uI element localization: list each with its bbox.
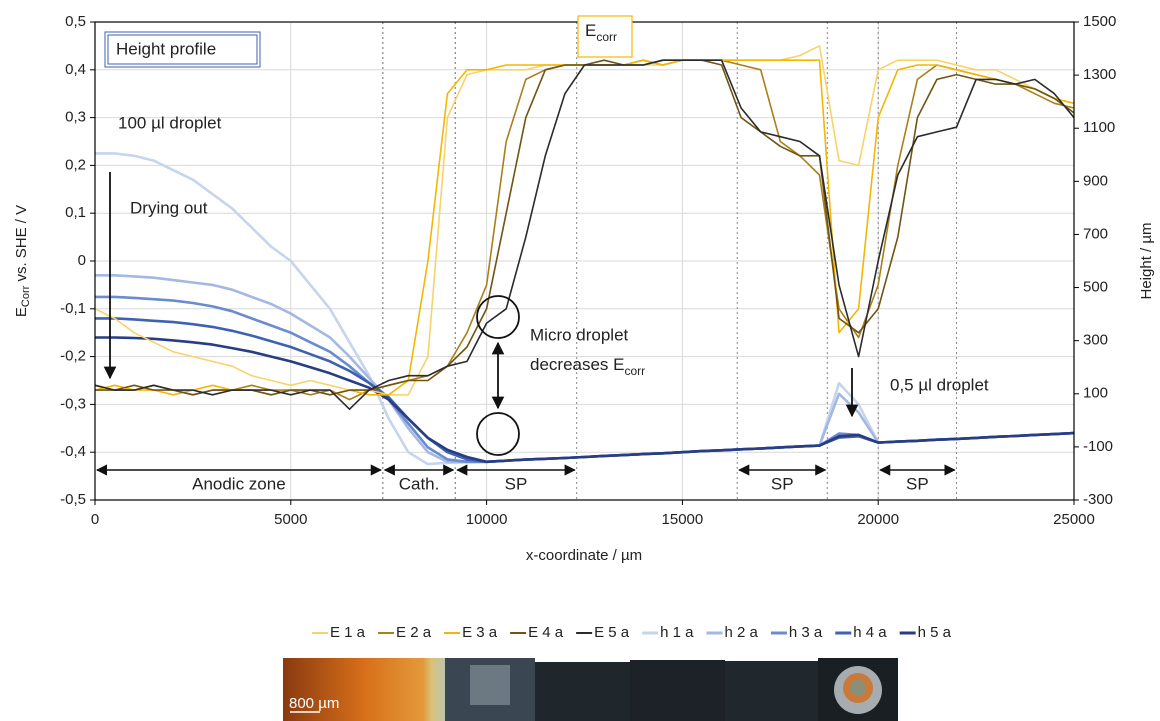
y2-tick-label: 1300 (1083, 66, 1116, 83)
ecorr-line (95, 59, 1075, 396)
legend-label: h 1 a (660, 624, 694, 641)
y2-axis-title: Height / µm (1138, 223, 1155, 300)
scale-bar-label: 800 µm (289, 695, 339, 712)
y-tick-label: 0,1 (65, 204, 86, 221)
y-title-sub: Corr (20, 285, 32, 307)
legend-label: E 5 a (594, 624, 630, 641)
height-line (95, 336, 1075, 464)
zone-label: SP (771, 474, 794, 493)
ecorr-line (94, 59, 1075, 396)
micrograph-strip: 800 µm (283, 658, 898, 721)
ecorr-line (94, 59, 1075, 410)
annotation: decreases Ecorr (530, 355, 645, 378)
legend-label: h 4 a (853, 624, 887, 641)
y-tick-label: 0,2 (65, 156, 86, 173)
x-tick-label: 5000 (274, 511, 307, 528)
x-tick-label: 0 (91, 511, 99, 528)
ann-main: E (585, 21, 596, 40)
y-title-rest: vs. SHE / V (13, 205, 30, 286)
y2-tick-label: 1500 (1083, 13, 1116, 30)
y-tick-label: 0 (78, 252, 86, 269)
y-tick-label: -0,4 (60, 443, 86, 460)
zones: Anodic zone Cath. SP SP SP (95, 22, 958, 500)
y2-tick-label: -300 (1083, 491, 1113, 508)
annotation-box (577, 15, 633, 58)
annotation: Ecorr (585, 21, 617, 44)
annotation: Drying out (130, 198, 208, 217)
legend-label: E 2 a (396, 624, 432, 641)
y-tick-label: -0,3 (60, 395, 86, 412)
legend: E 1 a E 2 a E 3 a E 4 a E 5 a h 1 a h 2 a h 3 a… (312, 624, 952, 641)
photo-segment (283, 658, 448, 721)
annotation: 100 µl droplet (118, 113, 222, 132)
x-tick-label: 20000 (857, 511, 899, 528)
x-tick-label: 15000 (662, 511, 704, 528)
y2-tick-label: 500 (1083, 279, 1108, 296)
grid (94, 21, 1075, 501)
legend-label: h 5 a (918, 624, 952, 641)
photo-texture (850, 680, 866, 696)
annotation: Micro droplet (530, 325, 629, 344)
zone-label: Anodic zone (192, 474, 286, 493)
x-tick-label: 25000 (1053, 511, 1095, 528)
ann-sub: corr (625, 364, 646, 378)
lines (94, 45, 1075, 466)
y2-tick-label: 1100 (1083, 119, 1115, 136)
y-tick-label: -0,2 (60, 348, 86, 365)
highlight-circle (476, 295, 520, 339)
y-tick-label: -0,1 (60, 300, 86, 317)
highlight-circle (476, 412, 520, 456)
x-tick-label: 10000 (466, 511, 508, 528)
y-tick-label: 0,4 (65, 61, 86, 78)
y-tick-label: 0,3 (65, 109, 86, 126)
y2-tick-label: 100 (1083, 385, 1108, 402)
annotation-box-inner (107, 34, 258, 65)
zone-label: Cath. (399, 474, 440, 493)
y-title-main: E (13, 307, 30, 317)
photo-segment (630, 660, 725, 721)
y-tick-label: 0,5 (65, 13, 86, 30)
zone-label: SP (906, 474, 929, 493)
y-tick-label: -0,5 (60, 491, 86, 508)
y2-tick-label: 900 (1083, 172, 1108, 189)
legend-label: h 2 a (725, 624, 759, 641)
y2-tick-label: 300 (1083, 332, 1108, 349)
ann-main: decreases E (530, 355, 625, 374)
axes: 0,5 0,4 0,3 0,2 0,1 0 -0,1 -0,2 -0,3 -0,4 -0,5 1500… (60, 13, 1116, 528)
legend-label: E 1 a (330, 624, 366, 641)
photo-segment (535, 662, 630, 721)
y2-tick-label: -100 (1083, 438, 1113, 455)
y2-tick-label: 700 (1083, 225, 1108, 242)
ann-sub: corr (596, 30, 617, 44)
photo-texture (470, 665, 510, 705)
photo-segment (725, 661, 820, 721)
y-axis-title: ECorr vs. SHE / V (13, 205, 32, 317)
legend-label: E 4 a (528, 624, 564, 641)
annotation: Height profile (116, 39, 216, 58)
x-axis-title: x-coordinate / µm (526, 547, 642, 564)
zone-label: SP (505, 474, 528, 493)
legend-label: E 3 a (462, 624, 498, 641)
annotation: 0,5 µl droplet (890, 375, 989, 394)
annotation-box (104, 31, 261, 68)
legend-label: h 3 a (789, 624, 823, 641)
